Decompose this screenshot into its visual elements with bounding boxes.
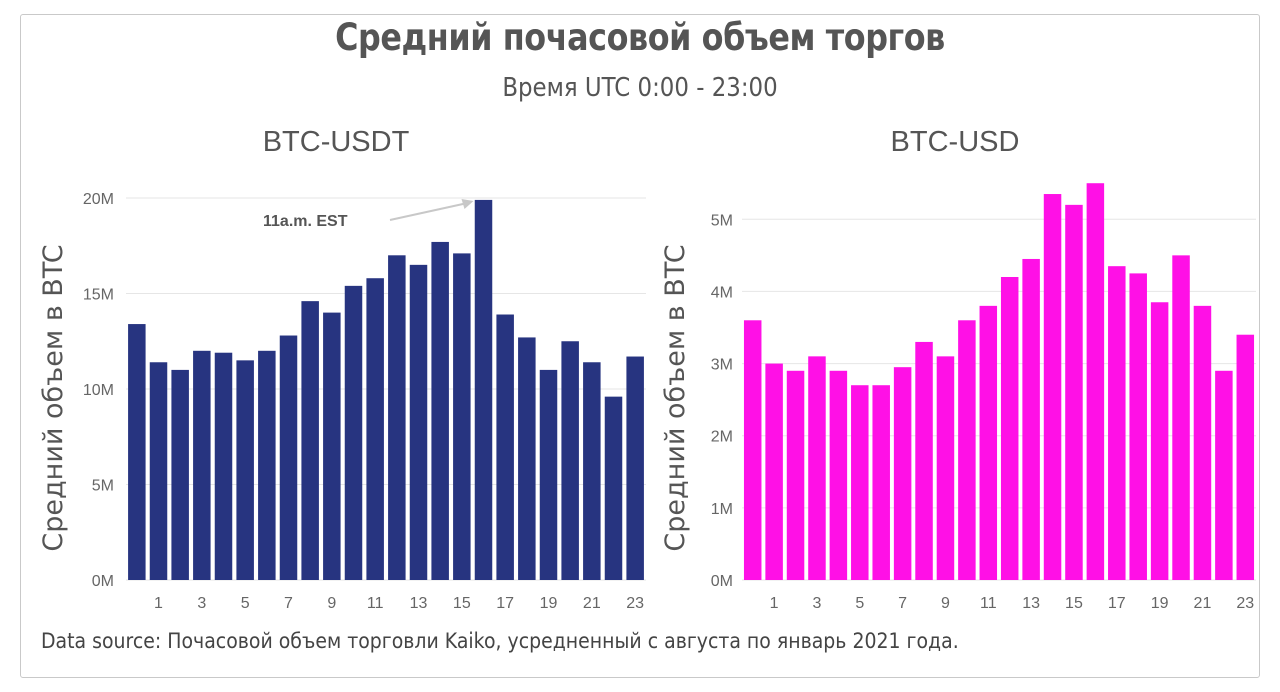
x-tick-label: 7 bbox=[898, 595, 907, 612]
page-subtitle: Время UTC 0:00 - 23:00 bbox=[502, 73, 778, 103]
bar bbox=[958, 320, 976, 580]
bar bbox=[626, 356, 644, 580]
bar bbox=[936, 356, 955, 580]
y-tick-label: 3M bbox=[711, 357, 733, 374]
bar bbox=[344, 285, 363, 580]
x-tick-label: 19 bbox=[1151, 595, 1169, 612]
bar bbox=[561, 341, 579, 580]
bar bbox=[743, 320, 762, 580]
chart-btc-usdt: BTC-USDT Средний объем в BTC 0M 5M 10M 15M 20M… bbox=[38, 126, 646, 612]
bar bbox=[214, 352, 233, 580]
bar bbox=[149, 362, 168, 580]
bar bbox=[1236, 334, 1255, 580]
x-tick-label: 9 bbox=[941, 595, 950, 612]
bar bbox=[279, 335, 298, 580]
y-tick-label: 5M bbox=[711, 212, 733, 229]
bar bbox=[851, 385, 869, 580]
bar bbox=[1000, 277, 1019, 580]
y-tick-label: 5M bbox=[92, 478, 114, 495]
annotation-arrow-line bbox=[389, 202, 468, 221]
chart-title: BTC-USD bbox=[891, 126, 1020, 158]
x-tick-label: 1 bbox=[770, 595, 779, 612]
bar bbox=[128, 324, 146, 580]
bar bbox=[1108, 266, 1126, 580]
page-title: Средний почасовой объем торгов bbox=[335, 16, 945, 59]
bar bbox=[1065, 204, 1083, 580]
bar bbox=[409, 264, 428, 580]
x-tick-label: 11 bbox=[367, 595, 384, 612]
x-tick-label: 17 bbox=[1108, 595, 1126, 612]
bar bbox=[1129, 273, 1147, 580]
y-tick-label: 15M bbox=[83, 287, 114, 304]
y-tick-label: 0M bbox=[92, 573, 114, 590]
x-tick-label: 23 bbox=[626, 595, 644, 612]
bar bbox=[604, 396, 623, 580]
bar bbox=[765, 363, 783, 580]
bar bbox=[872, 385, 890, 580]
x-tick-label: 15 bbox=[1065, 595, 1083, 612]
bar bbox=[323, 312, 341, 580]
bar bbox=[474, 199, 493, 580]
annotation-label: 11a.m. EST bbox=[263, 213, 348, 230]
y-tick-label: 1M bbox=[711, 501, 733, 518]
x-tick-label: 23 bbox=[1236, 595, 1254, 612]
chart-title: BTC-USDT bbox=[263, 126, 410, 158]
x-tick-label: 21 bbox=[583, 595, 601, 612]
bar bbox=[583, 362, 601, 580]
bar bbox=[808, 356, 826, 580]
y-tick-label: 20M bbox=[83, 191, 114, 208]
x-tick-label: 5 bbox=[241, 595, 250, 612]
x-tick-label: 15 bbox=[453, 595, 471, 612]
bar bbox=[1043, 194, 1062, 581]
bar bbox=[893, 367, 912, 580]
bar bbox=[1215, 370, 1233, 580]
bar bbox=[258, 350, 276, 580]
bar bbox=[496, 314, 514, 580]
bar bbox=[539, 369, 558, 580]
y-axis-label: Средний объем в BTC bbox=[660, 244, 691, 551]
x-tick-label: 19 bbox=[540, 595, 558, 612]
x-tick-label: 13 bbox=[410, 595, 428, 612]
y-tick-label: 0M bbox=[711, 573, 733, 590]
x-tick-label: 3 bbox=[813, 595, 822, 612]
bar bbox=[1022, 258, 1040, 580]
x-tick-label: 11 bbox=[980, 595, 997, 612]
x-tick-label: 13 bbox=[1022, 595, 1040, 612]
data-source-note: Data source: Почасовой объем торговли Ka… bbox=[41, 629, 959, 653]
x-tick-label: 9 bbox=[327, 595, 336, 612]
bar bbox=[915, 341, 933, 580]
x-tick-label: 17 bbox=[496, 595, 514, 612]
bar bbox=[193, 350, 211, 580]
y-axis-label: Средний объем в BTC bbox=[38, 244, 69, 551]
y-tick-label: 4M bbox=[711, 284, 733, 301]
bar bbox=[518, 337, 536, 580]
x-tick-label: 3 bbox=[197, 595, 206, 612]
bar bbox=[1150, 302, 1169, 580]
bar bbox=[236, 360, 254, 580]
x-tick-label: 21 bbox=[1194, 595, 1212, 612]
bar bbox=[301, 301, 319, 580]
x-tick-label: 1 bbox=[154, 595, 163, 612]
y-tick-label: 10M bbox=[83, 382, 114, 399]
bar bbox=[829, 370, 848, 580]
bar bbox=[1172, 255, 1190, 580]
bar bbox=[431, 241, 449, 580]
annotation-arrow-head bbox=[461, 199, 474, 209]
bar bbox=[979, 305, 998, 580]
y-tick-label: 2M bbox=[711, 429, 733, 446]
bar bbox=[171, 369, 189, 580]
bar bbox=[388, 255, 406, 581]
x-tick-label: 5 bbox=[855, 595, 864, 612]
bar bbox=[453, 253, 471, 580]
bar bbox=[1086, 183, 1105, 580]
bar bbox=[786, 370, 805, 580]
bar bbox=[1193, 305, 1212, 580]
x-tick-label: 7 bbox=[284, 595, 293, 612]
bar bbox=[366, 278, 384, 580]
